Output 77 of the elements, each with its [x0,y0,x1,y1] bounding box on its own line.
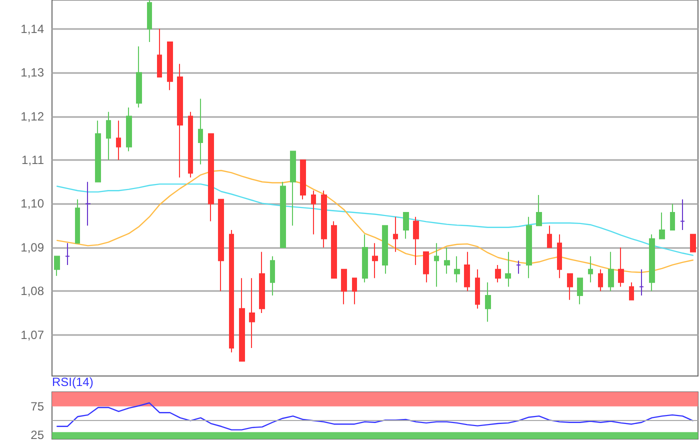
candlestick [588,256,593,283]
y-tick-label: 1,12 [20,109,44,124]
candlestick [126,107,132,152]
candlestick [505,251,511,288]
candlestick [393,216,398,252]
y-tick-label: 1,08 [20,284,44,298]
candlestick [434,242,439,288]
candlestick [670,203,675,230]
candlestick [423,251,429,283]
candlestick [239,278,245,362]
candlestick [372,242,378,279]
candlestick [475,268,480,310]
line-series [56,402,694,430]
candlestick [454,256,460,283]
y-tick-label: 1,09 [20,240,44,254]
candlestick [567,273,573,300]
candlestick [270,256,275,296]
candlestick [516,260,521,274]
candlestick [690,234,696,252]
line-series [56,183,694,256]
candlestick [65,242,70,266]
candlestick [95,120,101,182]
y-tick-label: 1,07 [20,328,44,342]
candlestick [485,282,491,322]
candlestick [557,234,562,279]
candlestick [249,278,255,349]
candlestick [331,220,337,279]
candlestick [280,181,286,248]
candlestick [680,198,685,230]
candlestick [208,133,214,222]
candlestick [495,264,501,283]
candlestick [198,98,203,165]
y-tick-label: 1,14 [20,22,44,36]
candlestick [649,234,655,292]
candlestick [444,246,450,274]
y-tick-label: 1,10 [20,196,44,211]
candlestick [547,225,552,248]
candlestick [290,150,296,226]
y-tick-label: 1,11 [22,153,44,168]
candlestick [618,246,624,288]
candlestick [167,41,173,91]
candlestick [188,111,193,178]
candlestick [341,268,347,305]
candlestick [218,198,224,292]
candlestick [577,278,583,305]
candlestick [75,198,80,244]
y-tick-label: 75 [30,399,44,414]
candlestick [403,212,409,240]
candlestick [536,194,542,226]
candlestick [382,225,388,274]
y-tick-label: 1,13 [20,66,44,80]
candlestick [106,111,111,161]
y-tick-label: 25 [30,428,44,441]
candlestick [300,160,306,200]
candlestick [136,46,142,108]
candlestick [147,0,152,42]
chart-title: RSI(14) [52,375,94,389]
candlestick [464,251,470,292]
candlestick [659,212,665,240]
candlestick [352,278,357,305]
candlestick [116,120,121,161]
line-series [56,170,694,273]
candlestick [629,282,634,300]
candlestick [598,268,603,292]
candlestick [259,251,265,314]
candlestick [229,229,234,353]
candlestick [608,251,614,292]
candlestick [362,234,368,283]
candlestick [526,216,532,279]
candlestick [177,63,183,178]
candlestick [321,190,327,248]
candlestick [85,181,91,226]
candlestick [639,268,644,296]
candlestick [311,190,316,235]
candlestick [54,256,60,276]
candlestick [157,28,162,78]
candlestick [413,216,419,266]
